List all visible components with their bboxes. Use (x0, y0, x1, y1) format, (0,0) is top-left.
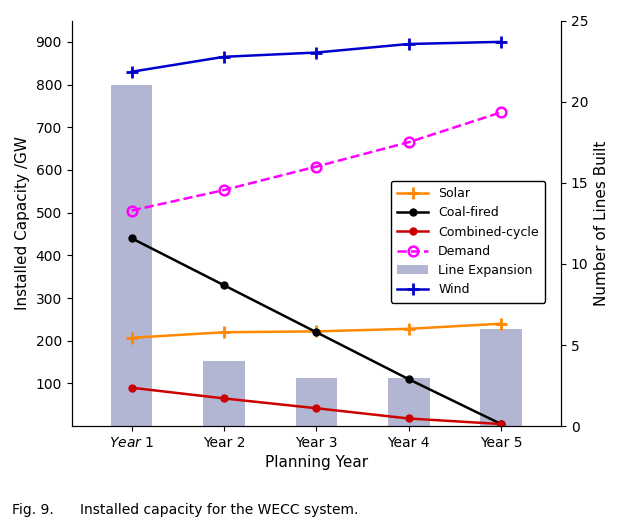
Bar (388, 377, 429, 426)
Solar (497, 321, 505, 327)
Text: Fig. 9.      Installed capacity for the WECC system.: Fig. 9. Installed capacity for the WECC … (12, 503, 359, 517)
Solar (313, 328, 320, 335)
Coal-fired (405, 376, 412, 382)
Solar (220, 329, 228, 335)
Demand (128, 207, 135, 213)
Line: Coal-fired: Coal-fired (128, 235, 505, 428)
Combined-cycle (405, 416, 412, 422)
Combined-cycle (128, 385, 135, 391)
Line: Wind: Wind (125, 35, 507, 78)
Line: Solar: Solar (125, 317, 507, 344)
Y-axis label: Installed Capacity /GW: Installed Capacity /GW (15, 136, 30, 311)
Wind (313, 50, 320, 56)
Combined-cycle (313, 405, 320, 411)
Bar (480, 329, 522, 426)
Wind (497, 39, 505, 45)
Line: Demand: Demand (127, 108, 506, 216)
Solar (405, 326, 412, 332)
Demand (313, 163, 320, 170)
Bar (296, 377, 337, 426)
Demand (497, 109, 505, 115)
Line: Combined-cycle: Combined-cycle (128, 384, 505, 428)
Bar (203, 361, 245, 426)
Bar (111, 86, 152, 426)
Solar (128, 335, 135, 341)
Y-axis label: Number of Lines Built: Number of Lines Built (594, 140, 609, 306)
Combined-cycle (497, 421, 505, 427)
Legend: Solar, Coal-fired, Combined-cycle, Demand, Line Expansion, Wind: Solar, Coal-fired, Combined-cycle, Deman… (391, 181, 545, 303)
Coal-fired (128, 235, 135, 241)
Demand (220, 187, 228, 193)
Demand (405, 139, 412, 145)
Coal-fired (497, 421, 505, 427)
Combined-cycle (220, 395, 228, 401)
Wind (405, 41, 412, 47)
Coal-fired (220, 282, 228, 288)
Coal-fired (313, 329, 320, 335)
X-axis label: Planning Year: Planning Year (265, 456, 368, 470)
Wind (220, 54, 228, 60)
Wind (128, 68, 135, 75)
